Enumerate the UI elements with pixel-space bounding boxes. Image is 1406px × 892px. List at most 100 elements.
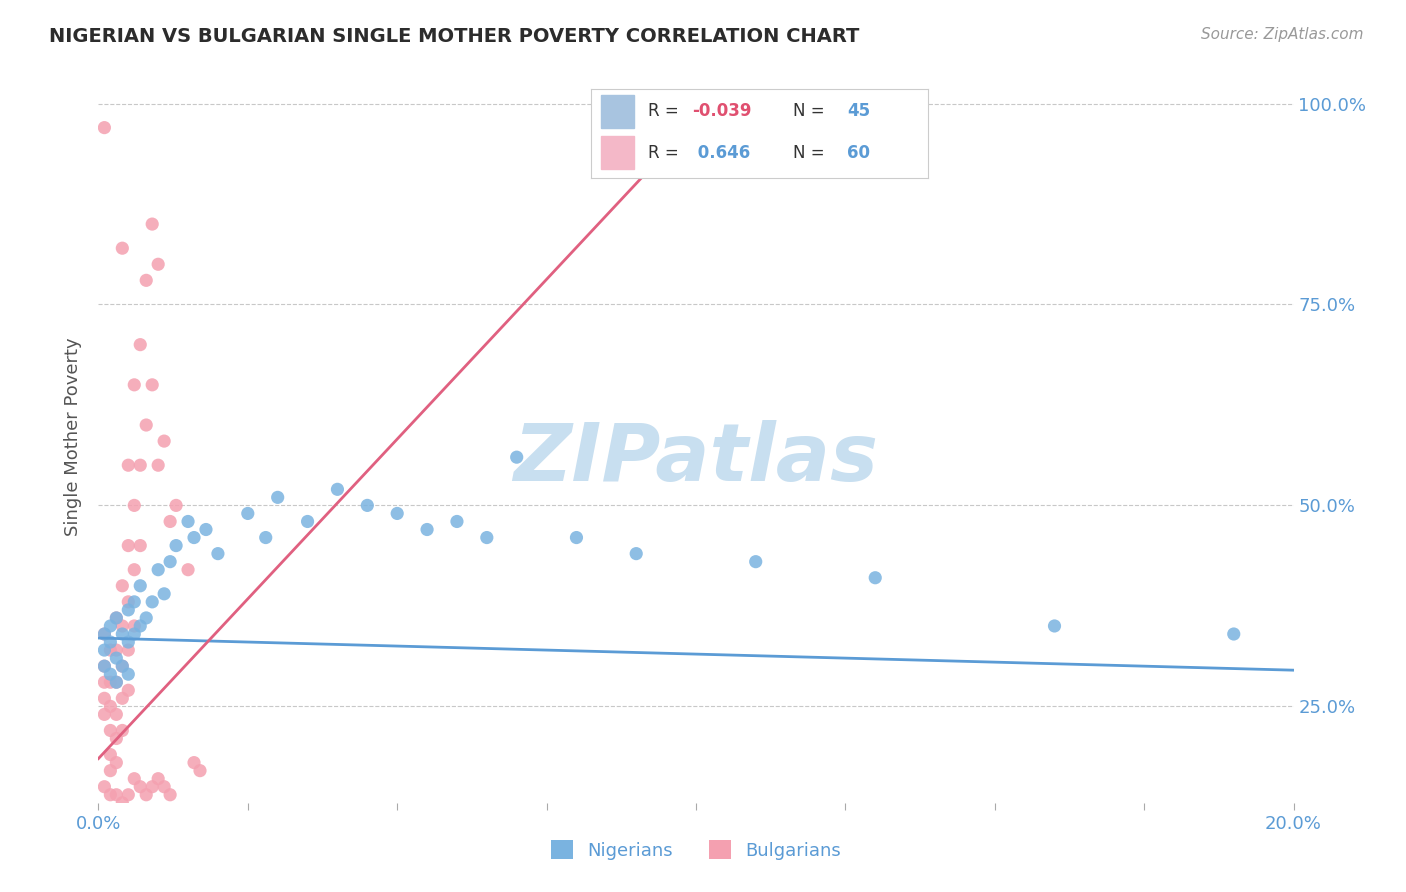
Point xyxy=(98,643,122,657)
Point xyxy=(93,659,115,673)
Point xyxy=(195,523,218,537)
Text: Source: ZipAtlas.com: Source: ZipAtlas.com xyxy=(1201,27,1364,42)
Point xyxy=(141,377,163,392)
Point xyxy=(141,780,163,794)
Point xyxy=(93,627,115,641)
Point xyxy=(148,772,170,786)
Point xyxy=(111,691,134,706)
Point xyxy=(159,788,181,802)
Point xyxy=(98,699,122,714)
Text: R =: R = xyxy=(648,103,683,120)
Point xyxy=(129,579,152,593)
Point xyxy=(135,273,157,287)
Point xyxy=(207,547,229,561)
Point xyxy=(506,450,529,465)
Text: 45: 45 xyxy=(846,103,870,120)
Point xyxy=(111,241,134,255)
Point xyxy=(105,611,128,625)
Point xyxy=(626,547,648,561)
Point xyxy=(267,491,290,505)
Point xyxy=(105,731,128,746)
Point xyxy=(117,788,139,802)
Point xyxy=(93,643,115,657)
Legend: Nigerians, Bulgarians: Nigerians, Bulgarians xyxy=(544,833,848,867)
Point xyxy=(111,619,134,633)
Point xyxy=(93,691,115,706)
Point xyxy=(326,483,349,497)
Point xyxy=(153,434,176,449)
Bar xyxy=(600,136,634,169)
Point xyxy=(98,619,122,633)
Point xyxy=(129,539,152,553)
Point xyxy=(129,780,152,794)
Point xyxy=(124,627,146,641)
Point xyxy=(165,539,187,553)
Text: R =: R = xyxy=(648,144,683,161)
Point xyxy=(93,707,115,722)
Point xyxy=(105,651,128,665)
Point xyxy=(124,377,146,392)
Point xyxy=(111,579,134,593)
Point xyxy=(98,723,122,738)
Point xyxy=(105,611,128,625)
Point xyxy=(93,659,115,673)
Point xyxy=(356,499,378,513)
Point xyxy=(177,515,200,529)
Point xyxy=(177,563,200,577)
Point xyxy=(111,723,134,738)
Text: 60: 60 xyxy=(846,144,870,161)
Point xyxy=(111,796,134,810)
Point xyxy=(98,635,122,649)
Point xyxy=(111,627,134,641)
Text: -0.039: -0.039 xyxy=(692,103,751,120)
Point xyxy=(98,747,122,762)
Point xyxy=(117,683,139,698)
Text: 0.646: 0.646 xyxy=(692,144,749,161)
Point xyxy=(93,120,115,135)
Point xyxy=(105,643,128,657)
Point xyxy=(129,458,152,473)
Point xyxy=(148,257,170,271)
Point xyxy=(105,788,128,802)
Point xyxy=(124,563,146,577)
Point xyxy=(165,499,187,513)
Point xyxy=(385,507,409,521)
Point xyxy=(117,458,139,473)
Text: ZIPatlas: ZIPatlas xyxy=(513,420,879,498)
Point xyxy=(183,531,205,545)
Point xyxy=(98,675,122,690)
Point xyxy=(129,337,152,351)
Point xyxy=(124,772,146,786)
Text: NIGERIAN VS BULGARIAN SINGLE MOTHER POVERTY CORRELATION CHART: NIGERIAN VS BULGARIAN SINGLE MOTHER POVE… xyxy=(49,27,859,45)
Point xyxy=(98,788,122,802)
Point xyxy=(98,667,122,681)
Point xyxy=(129,619,152,633)
Point xyxy=(124,619,146,633)
Point xyxy=(117,595,139,609)
Y-axis label: Single Mother Poverty: Single Mother Poverty xyxy=(65,338,83,536)
Point xyxy=(148,458,170,473)
Point xyxy=(111,659,134,673)
Point xyxy=(117,635,139,649)
Point xyxy=(297,515,319,529)
Text: N =: N = xyxy=(793,144,830,161)
Point xyxy=(236,507,259,521)
Point xyxy=(117,643,139,657)
Point xyxy=(159,515,181,529)
Point xyxy=(745,555,768,569)
Point xyxy=(141,217,163,231)
Point xyxy=(124,499,146,513)
Point xyxy=(183,756,205,770)
Point xyxy=(135,417,157,432)
Point xyxy=(1043,619,1066,633)
Point xyxy=(148,563,170,577)
Point xyxy=(93,627,115,641)
Point xyxy=(254,531,277,545)
Point xyxy=(865,571,887,585)
Point xyxy=(188,764,211,778)
Point xyxy=(105,707,128,722)
Point xyxy=(141,595,163,609)
Point xyxy=(475,531,498,545)
Point xyxy=(98,764,122,778)
Point xyxy=(135,788,157,802)
